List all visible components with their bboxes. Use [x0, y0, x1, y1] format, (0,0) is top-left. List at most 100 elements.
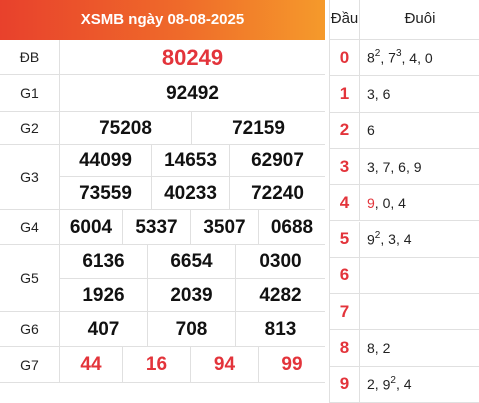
prize-number: 16 [123, 347, 191, 383]
tail-separator: , [374, 340, 383, 357]
tail-separator: , [390, 194, 399, 211]
tail-separator: , [417, 49, 425, 66]
loto-tail: 92 [367, 229, 381, 248]
prize-number: 3507 [191, 210, 259, 245]
prize-number: 0688 [270, 216, 314, 238]
prize-number: 44 [60, 347, 123, 383]
loto-tails: 3, 7, 6, 9 [367, 149, 422, 184]
prize-row-g1: G1 92492 [0, 75, 325, 112]
prize-number: 62907 [230, 145, 325, 177]
prize-row-g5: G5 6136 6654 0300 1926 2039 4282 [0, 245, 325, 312]
loto-tails: 3, 6 [367, 76, 390, 111]
tail-count: 3 [395, 48, 402, 60]
loto-head: 2 [330, 112, 360, 148]
loto-tails: 8, 2 [367, 330, 390, 365]
loto-head: 8 [330, 330, 360, 366]
prize-label: G6 [0, 312, 60, 346]
loto-tail: 3 [367, 158, 375, 175]
loto-tails: 92, 3, 4 [367, 222, 412, 257]
loto-tail: 4 [403, 376, 412, 393]
loto-tail: 3 [388, 231, 396, 248]
loto-row: 1 3, 6 [330, 76, 479, 113]
tail-separator: , [374, 376, 383, 393]
prize-number: 708 [148, 312, 236, 347]
prize-number: 407 [60, 312, 148, 347]
prize-number: 0300 [236, 245, 325, 279]
tail-separator: , [374, 194, 383, 211]
prize-number: 94 [191, 347, 259, 383]
tail-count: 2 [390, 375, 396, 386]
loto-head: 0 [330, 40, 360, 76]
loto-tails: 6 [367, 113, 375, 148]
loto-row: 5 92, 3, 4 [330, 221, 479, 258]
prize-number: 6136 [60, 245, 148, 279]
loto-row: 0 82, 73, 4, 0 [330, 40, 479, 77]
prize-label: G1 [0, 75, 60, 111]
tail-count: 2 [374, 48, 381, 60]
loto-head: 4 [330, 185, 360, 221]
prize-number: 44099 [60, 145, 152, 177]
prize-number: 99 [281, 354, 303, 375]
loto-tails: 2, 92, 4 [367, 367, 412, 402]
tail-separator: , [401, 49, 410, 66]
prize-number: 40233 [152, 177, 230, 210]
prize-number: 72240 [251, 182, 304, 204]
prize-number: 73559 [60, 177, 152, 210]
loto-head: 6 [330, 257, 360, 294]
prize-label: G2 [0, 112, 60, 144]
prize-number: 5337 [123, 210, 191, 245]
loto-tail: 6 [398, 158, 406, 175]
loto-tail: 6 [382, 85, 391, 102]
loto-head: 7 [330, 294, 360, 330]
loto-head: 1 [330, 76, 360, 112]
loto-tail: 8 [367, 340, 375, 357]
loto-tail: 4 [398, 194, 406, 211]
prize-number: 1926 [60, 279, 148, 312]
loto-tail: 4 [403, 231, 412, 248]
prize-number: 6004 [60, 210, 123, 245]
prize-row-db: ĐB 80249 [0, 40, 325, 75]
loto-header: Đầu Đuôi [330, 0, 479, 40]
prize-number: 72159 [232, 117, 285, 139]
loto-row: 7 [330, 294, 479, 331]
prize-label: G7 [0, 347, 60, 382]
prize-row-g4: G4 6004 5337 3507 0688 [0, 210, 325, 245]
loto-tail: 92 [382, 375, 396, 393]
prize-row-g2: G2 75208 72159 [0, 112, 325, 145]
loto-tail: 6 [367, 122, 375, 139]
loto-tail: 9 [367, 194, 375, 211]
loto-head: 3 [330, 148, 360, 185]
loto-tails: 82, 73, 4, 0 [367, 40, 433, 75]
tail-separator: , [395, 231, 404, 248]
tail-separator: , [380, 49, 389, 66]
prize-table: XSMB ngày 08-08-2025 ĐB 80249 G1 92492 G… [0, 0, 325, 383]
loto-tail: 9 [413, 158, 422, 175]
loto-tail: 73 [388, 48, 402, 66]
loto-tail: 82 [367, 48, 381, 66]
prize-label: ĐB [0, 40, 60, 74]
prize-label: G4 [0, 210, 60, 244]
loto-tail: 7 [382, 158, 391, 175]
loto-tail: 2 [367, 376, 375, 393]
tail-separator: , [374, 158, 383, 175]
loto-tail: 2 [382, 340, 391, 357]
head-column-label: Đầu [330, 0, 360, 40]
tail-separator: , [405, 158, 414, 175]
prize-row-g7: G7 44 16 94 99 [0, 347, 325, 383]
tail-separator: , [380, 231, 389, 248]
tail-column-label: Đuôi [404, 10, 436, 27]
prize-number: 6654 [148, 245, 236, 279]
tail-separator: , [390, 158, 399, 175]
loto-row: 6 [330, 257, 479, 295]
prize-number: 813 [264, 318, 297, 340]
tail-count: 2 [374, 229, 381, 241]
tail-separator: , [374, 85, 383, 102]
prize-number: 75208 [60, 112, 192, 145]
prize-label: G5 [0, 245, 60, 311]
prize-row-g3: G3 44099 14653 62907 73559 40233 72240 [0, 145, 325, 210]
